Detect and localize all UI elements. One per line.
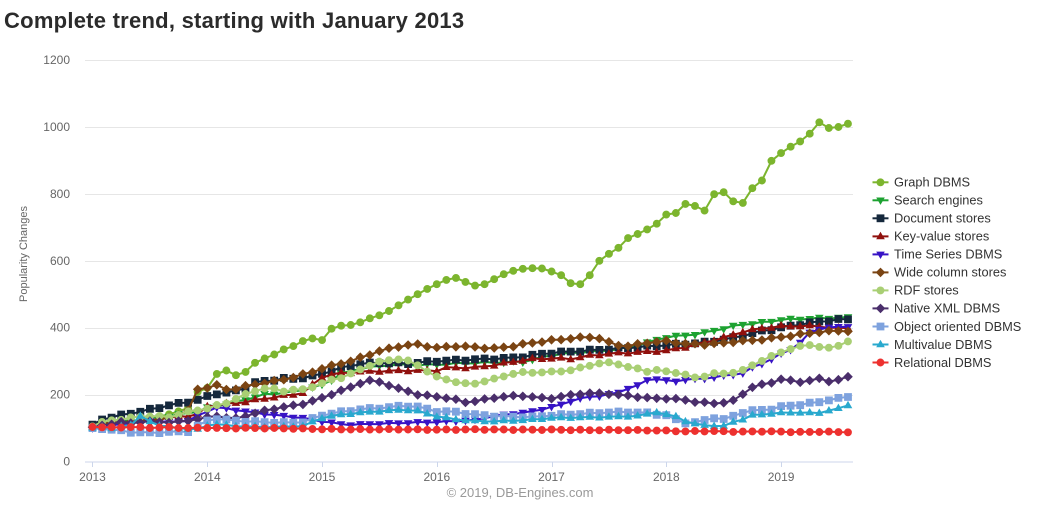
svg-text:200: 200 [50,388,70,402]
svg-text:2014: 2014 [194,470,221,484]
svg-text:Complete trend, starting with: Complete trend, starting with January 20… [4,8,464,33]
svg-text:800: 800 [50,187,70,201]
svg-text:© 2019, DB-Engines.com: © 2019, DB-Engines.com [447,485,594,500]
svg-text:Document stores: Document stores [894,211,991,226]
svg-text:Wide column stores: Wide column stores [894,265,1006,280]
svg-text:2017: 2017 [538,470,565,484]
svg-text:Multivalue DBMS: Multivalue DBMS [894,337,992,352]
svg-text:Popularity Changes: Popularity Changes [18,206,30,303]
svg-text:2013: 2013 [79,470,106,484]
svg-text:Relational DBMS: Relational DBMS [894,355,991,370]
svg-text:Time Series DBMS: Time Series DBMS [894,247,1002,262]
svg-text:0: 0 [63,455,70,469]
svg-text:RDF stores: RDF stores [894,283,959,298]
svg-text:Native XML DBMS: Native XML DBMS [894,301,1000,316]
svg-text:2015: 2015 [309,470,336,484]
svg-text:Object oriented DBMS: Object oriented DBMS [894,319,1021,334]
svg-text:1000: 1000 [43,120,70,134]
svg-text:Graph DBMS: Graph DBMS [894,175,970,190]
svg-text:600: 600 [50,254,70,268]
svg-text:2019: 2019 [768,470,795,484]
svg-text:Key-value stores: Key-value stores [894,229,989,244]
svg-text:2018: 2018 [653,470,680,484]
svg-text:2016: 2016 [423,470,450,484]
svg-text:1200: 1200 [43,53,70,67]
svg-text:400: 400 [50,321,70,335]
svg-text:Search engines: Search engines [894,193,983,208]
